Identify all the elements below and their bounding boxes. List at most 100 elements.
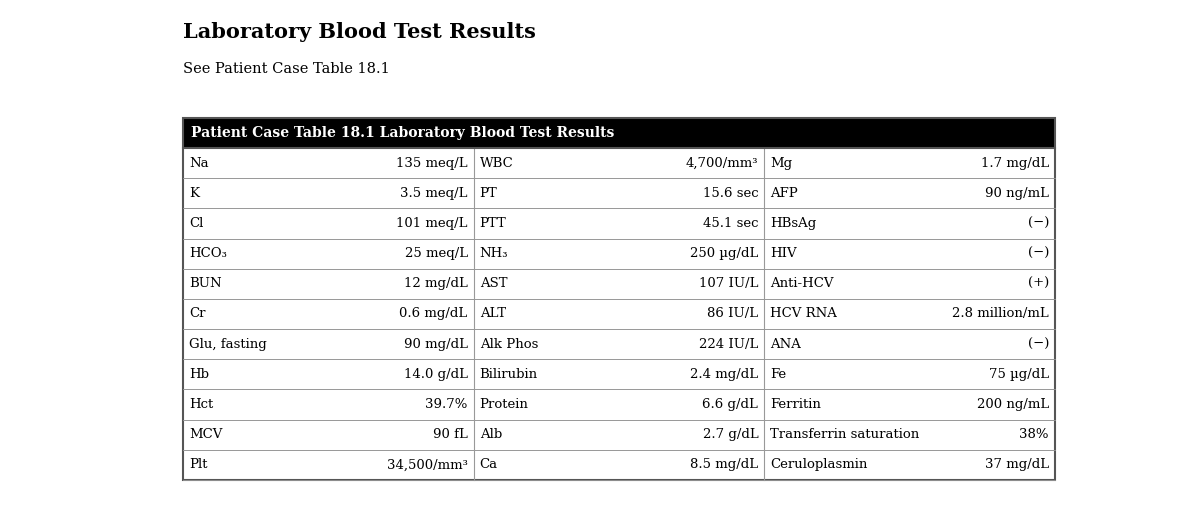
Text: Cl: Cl [190,217,203,230]
Text: Glu, fasting: Glu, fasting [190,338,266,351]
Text: 1.7 mg/dL: 1.7 mg/dL [980,157,1049,170]
Bar [764,450,1055,480]
Text: See Patient Case Table 18.1: See Patient Case Table 18.1 [182,62,390,76]
Bar [182,178,474,208]
Text: NH₃: NH₃ [480,247,508,260]
Text: ANA: ANA [770,338,802,351]
Bar [474,239,764,269]
Bar [764,269,1055,299]
Text: 37 mg/dL: 37 mg/dL [985,458,1049,472]
Text: 75 µg/dL: 75 µg/dL [989,368,1049,381]
Bar [474,208,764,239]
Bar [764,299,1055,329]
Bar [764,239,1055,269]
Text: K: K [190,187,199,200]
Bar [764,419,1055,450]
Text: Protein: Protein [480,398,528,411]
Text: PT: PT [480,187,498,200]
Text: BUN: BUN [190,277,222,290]
Text: 6.6 g/dL: 6.6 g/dL [702,398,758,411]
Bar [764,329,1055,359]
Bar [474,299,764,329]
Text: 39.7%: 39.7% [425,398,468,411]
Text: 90 mg/dL: 90 mg/dL [403,338,468,351]
Text: PTT: PTT [480,217,506,230]
Text: 200 ng/mL: 200 ng/mL [977,398,1049,411]
Text: Anti-HCV: Anti-HCV [770,277,834,290]
Bar [182,118,1055,148]
Bar [474,178,764,208]
Text: 90 fL: 90 fL [433,428,468,441]
Text: 101 meq/L: 101 meq/L [396,217,468,230]
Text: (−): (−) [1027,217,1049,230]
Text: 2.4 mg/dL: 2.4 mg/dL [690,368,758,381]
Text: Hct: Hct [190,398,214,411]
Bar [182,329,474,359]
Text: HBsAg: HBsAg [770,217,816,230]
Text: HIV: HIV [770,247,797,260]
Bar [182,390,474,419]
Text: AFP: AFP [770,187,798,200]
Bar [182,419,474,450]
Text: 90 ng/mL: 90 ng/mL [985,187,1049,200]
Text: 12 mg/dL: 12 mg/dL [403,277,468,290]
Bar [182,208,474,239]
Text: 86 IU/L: 86 IU/L [707,307,758,320]
Text: 25 meq/L: 25 meq/L [404,247,468,260]
Bar [474,269,764,299]
Bar [182,269,474,299]
Text: WBC: WBC [480,157,514,170]
Bar [182,359,474,390]
Bar [764,148,1055,178]
Bar [182,148,474,178]
Text: Plt: Plt [190,458,208,472]
Text: 14.0 g/dL: 14.0 g/dL [403,368,468,381]
Bar [764,178,1055,208]
Text: 135 meq/L: 135 meq/L [396,157,468,170]
Text: Ca: Ca [480,458,498,472]
Text: 38%: 38% [1020,428,1049,441]
Bar [182,239,474,269]
Text: (+): (+) [1027,277,1049,290]
Bar [764,390,1055,419]
Text: ALT: ALT [480,307,505,320]
Text: Bilirubin: Bilirubin [480,368,538,381]
Text: 107 IU/L: 107 IU/L [698,277,758,290]
Text: MCV: MCV [190,428,222,441]
Text: (−): (−) [1027,247,1049,260]
Text: 3.5 meq/L: 3.5 meq/L [400,187,468,200]
Bar [474,450,764,480]
Text: Mg: Mg [770,157,792,170]
Text: (−): (−) [1027,338,1049,351]
Bar [182,450,474,480]
Text: HCV RNA: HCV RNA [770,307,838,320]
Bar [474,419,764,450]
Text: 2.7 g/dL: 2.7 g/dL [702,428,758,441]
Text: 15.6 sec: 15.6 sec [703,187,758,200]
Text: Alk Phos: Alk Phos [480,338,538,351]
Text: AST: AST [480,277,508,290]
Bar [474,390,764,419]
Text: Na: Na [190,157,209,170]
Text: 2.8 million/mL: 2.8 million/mL [953,307,1049,320]
Bar [474,148,764,178]
Text: Alb: Alb [480,428,502,441]
Text: Fe: Fe [770,368,786,381]
Bar [474,359,764,390]
Bar [182,118,1055,480]
Bar [764,208,1055,239]
Text: 8.5 mg/dL: 8.5 mg/dL [690,458,758,472]
Text: Ceruloplasmin: Ceruloplasmin [770,458,868,472]
Text: 45.1 sec: 45.1 sec [703,217,758,230]
Text: Transferrin saturation: Transferrin saturation [770,428,919,441]
Text: Ferritin: Ferritin [770,398,821,411]
Bar [182,299,474,329]
Text: 250 µg/dL: 250 µg/dL [690,247,758,260]
Text: Hb: Hb [190,368,209,381]
Text: Patient Case Table 18.1 Laboratory Blood Test Results: Patient Case Table 18.1 Laboratory Blood… [191,126,614,140]
Bar [474,329,764,359]
Text: 0.6 mg/dL: 0.6 mg/dL [400,307,468,320]
Text: 34,500/mm³: 34,500/mm³ [386,458,468,472]
Text: 4,700/mm³: 4,700/mm³ [686,157,758,170]
Text: Cr: Cr [190,307,205,320]
